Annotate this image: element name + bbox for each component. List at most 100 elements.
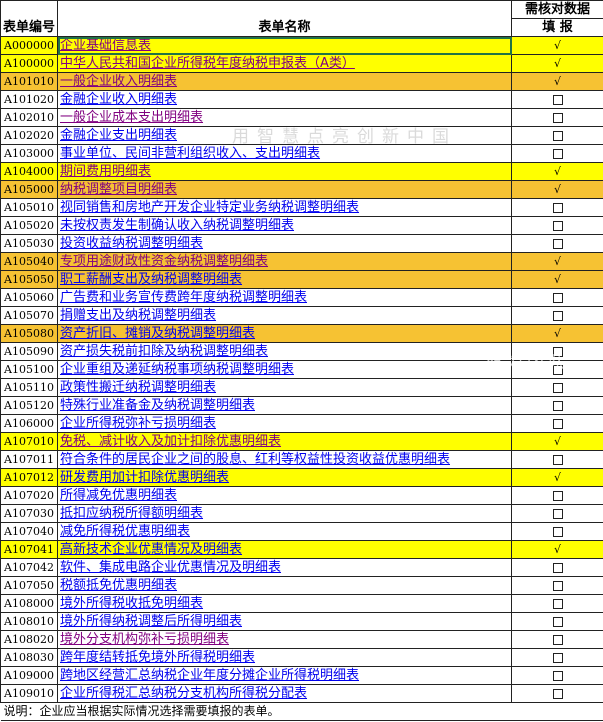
form-name-cell[interactable]: 跨地区经营汇总纳税企业年度分摊企业所得税明细表: [57, 666, 512, 685]
form-name-cell[interactable]: 跨年度结转抵免境外所得税明细表: [57, 648, 512, 667]
form-name-cell[interactable]: 视同销售和房地产开发企业特定业务纳税调整明细表: [57, 198, 512, 217]
form-name-cell[interactable]: 境外分支机构弥补亏损明细表: [57, 630, 512, 649]
fill-checkbox-cell[interactable]: √: [511, 270, 603, 289]
empty-checkbox-icon[interactable]: [552, 635, 563, 645]
fill-checkbox-cell[interactable]: [511, 306, 603, 325]
empty-checkbox-icon[interactable]: [552, 599, 563, 609]
fill-checkbox-cell[interactable]: √: [511, 180, 603, 199]
fill-checkbox-cell[interactable]: [511, 90, 603, 109]
fill-checkbox-cell[interactable]: √: [511, 540, 603, 559]
fill-checkbox-cell[interactable]: [511, 378, 603, 397]
fill-checkbox-cell[interactable]: √: [511, 324, 603, 343]
form-link[interactable]: 研发费用加计扣除优惠明细表: [60, 470, 230, 485]
form-name-cell[interactable]: 税额抵免优惠明细表: [57, 576, 512, 595]
form-link[interactable]: 捐赠支出及纳税调整明细表: [60, 308, 217, 323]
form-link[interactable]: 资产损失税前扣除及纳税调整明细表: [60, 344, 269, 359]
form-name-cell[interactable]: 高新技术企业优惠情况及明细表: [57, 540, 512, 559]
fill-checkbox-cell[interactable]: [511, 144, 603, 163]
form-name-cell[interactable]: 免税、减计收入及加计扣除优惠明细表: [57, 432, 512, 451]
form-link[interactable]: 投资收益纳税调整明细表: [60, 236, 204, 251]
fill-checkbox-cell[interactable]: √: [511, 72, 603, 91]
fill-checkbox-cell[interactable]: [511, 648, 603, 667]
form-link[interactable]: 视同销售和房地产开发企业特定业务纳税调整明细表: [60, 200, 360, 215]
form-link[interactable]: 境外所得税收抵免明细表: [60, 596, 204, 611]
form-name-cell[interactable]: 广告费和业务宣传费跨年度纳税调整明细表: [57, 288, 512, 307]
form-link[interactable]: 广告费和业务宣传费跨年度纳税调整明细表: [60, 290, 308, 305]
form-link[interactable]: 未按权责发生制确认收入纳税调整明细表: [60, 218, 295, 233]
form-name-cell[interactable]: 资产损失税前扣除及纳税调整明细表: [57, 342, 512, 361]
form-name-cell[interactable]: 研发费用加计扣除优惠明细表: [57, 468, 512, 487]
fill-checkbox-cell[interactable]: [511, 612, 603, 631]
form-name-cell[interactable]: 职工薪酬支出及纳税调整明细表: [57, 270, 512, 289]
form-code-cell[interactable]: A105090: [0, 342, 58, 361]
form-link[interactable]: 免税、减计收入及加计扣除优惠明细表: [60, 434, 282, 449]
form-code-cell[interactable]: A107041: [0, 540, 58, 559]
fill-checkbox-cell[interactable]: [511, 576, 603, 595]
form-code-cell[interactable]: A101020: [0, 90, 58, 109]
form-code-cell[interactable]: A105080: [0, 324, 58, 343]
form-code-cell[interactable]: A107040: [0, 522, 58, 541]
form-code-cell[interactable]: A105040: [0, 252, 58, 271]
empty-checkbox-icon[interactable]: [552, 491, 563, 501]
form-code-cell[interactable]: A109000: [0, 666, 58, 685]
form-name-cell[interactable]: 企业所得税汇总纳税分支机构所得税分配表: [57, 684, 512, 703]
form-link[interactable]: 资产折旧、摊销及纳税调整明细表: [60, 326, 256, 341]
empty-checkbox-icon[interactable]: [552, 689, 563, 699]
form-name-cell[interactable]: 一般企业收入明细表: [57, 72, 512, 91]
form-name-cell[interactable]: 未按权责发生制确认收入纳税调整明细表: [57, 216, 512, 235]
form-link[interactable]: 金融企业收入明细表: [60, 92, 178, 107]
empty-checkbox-icon[interactable]: [552, 653, 563, 663]
form-code-cell[interactable]: A105000: [0, 180, 58, 199]
form-name-cell[interactable]: 企业重组及递延纳税事项纳税调整明细表: [57, 360, 512, 379]
fill-checkbox-cell[interactable]: [511, 522, 603, 541]
fill-checkbox-cell[interactable]: [511, 288, 603, 307]
empty-checkbox-icon[interactable]: [552, 203, 563, 213]
fill-checkbox-cell[interactable]: √: [511, 432, 603, 451]
form-name-cell[interactable]: 政策性搬迁纳税调整明细表: [57, 378, 512, 397]
fill-checkbox-cell[interactable]: [511, 684, 603, 703]
fill-checkbox-cell[interactable]: [511, 666, 603, 685]
form-name-cell[interactable]: 符合条件的居民企业之间的股息、红利等权益性投资收益优惠明细表: [57, 450, 512, 469]
form-link[interactable]: 符合条件的居民企业之间的股息、红利等权益性投资收益优惠明细表: [60, 452, 451, 467]
form-link[interactable]: 抵扣应纳税所得额明细表: [60, 506, 204, 521]
fill-checkbox-cell[interactable]: [511, 630, 603, 649]
form-code-cell[interactable]: A105120: [0, 396, 58, 415]
empty-checkbox-icon[interactable]: [552, 365, 563, 375]
form-code-cell[interactable]: A102010: [0, 108, 58, 127]
empty-checkbox-icon[interactable]: [552, 401, 563, 411]
form-name-cell[interactable]: 金融企业支出明细表: [57, 126, 512, 145]
empty-checkbox-icon[interactable]: [552, 149, 563, 159]
empty-checkbox-icon[interactable]: [552, 509, 563, 519]
empty-checkbox-icon[interactable]: [552, 221, 563, 231]
fill-checkbox-cell[interactable]: [511, 198, 603, 217]
form-link[interactable]: 一般企业成本支出明细表: [60, 110, 204, 125]
form-link[interactable]: 专项用途财政性资金纳税调整明细表: [60, 254, 269, 269]
form-name-cell[interactable]: 专项用途财政性资金纳税调整明细表: [57, 252, 512, 271]
form-link[interactable]: 企业基础信息表: [60, 38, 152, 53]
form-code-cell[interactable]: A107042: [0, 558, 58, 577]
form-name-cell[interactable]: 纳税调整项目明细表: [57, 180, 512, 199]
form-name-cell[interactable]: 所得减免优惠明细表: [57, 486, 512, 505]
form-name-cell[interactable]: 一般企业成本支出明细表: [57, 108, 512, 127]
empty-checkbox-icon[interactable]: [552, 563, 563, 573]
fill-checkbox-cell[interactable]: [511, 558, 603, 577]
fill-checkbox-cell[interactable]: [511, 486, 603, 505]
form-name-cell[interactable]: 投资收益纳税调整明细表: [57, 234, 512, 253]
empty-checkbox-icon[interactable]: [552, 581, 563, 591]
form-code-cell[interactable]: A104000: [0, 162, 58, 181]
form-code-cell[interactable]: A103000: [0, 144, 58, 163]
fill-checkbox-cell[interactable]: [511, 594, 603, 613]
form-code-cell[interactable]: A105100: [0, 360, 58, 379]
fill-checkbox-cell[interactable]: [511, 504, 603, 523]
form-code-cell[interactable]: A105010: [0, 198, 58, 217]
empty-checkbox-icon[interactable]: [552, 671, 563, 681]
form-name-cell[interactable]: 捐赠支出及纳税调整明细表: [57, 306, 512, 325]
form-code-cell[interactable]: A108000: [0, 594, 58, 613]
fill-checkbox-cell[interactable]: [511, 450, 603, 469]
form-code-cell[interactable]: A107020: [0, 486, 58, 505]
form-link[interactable]: 期间费用明细表: [60, 164, 152, 179]
form-code-cell[interactable]: A105020: [0, 216, 58, 235]
form-code-cell[interactable]: A105060: [0, 288, 58, 307]
form-link[interactable]: 特殊行业准备金及纳税调整明细表: [60, 398, 256, 413]
form-link[interactable]: 政策性搬迁纳税调整明细表: [60, 380, 217, 395]
